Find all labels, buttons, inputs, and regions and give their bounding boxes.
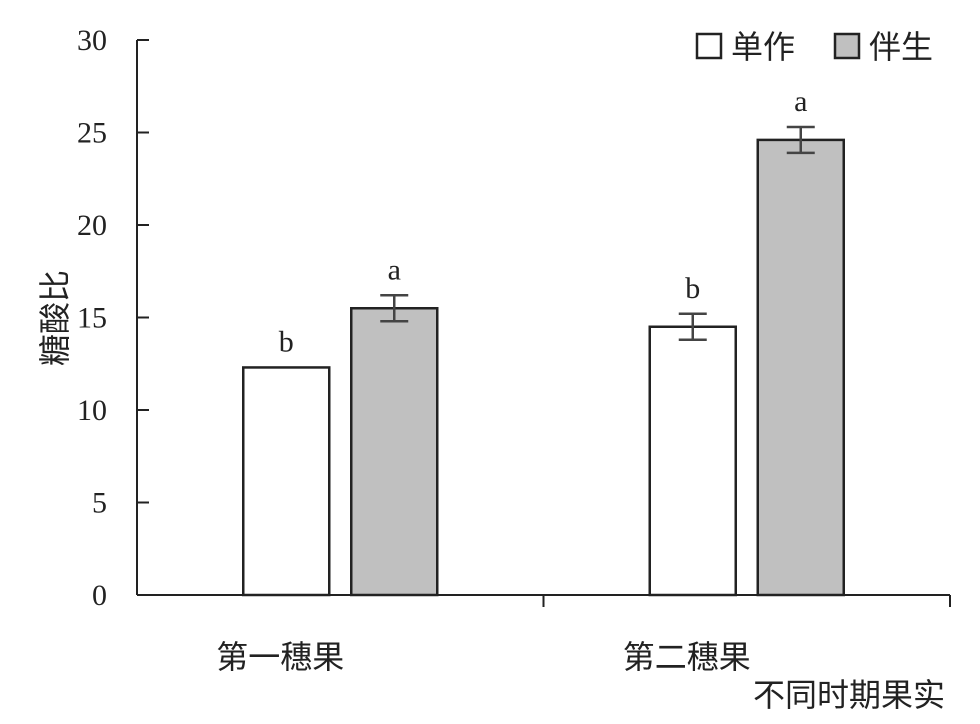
y-tick-label: 0 [92, 579, 107, 612]
y-axis-title: 糖酸比 [36, 270, 74, 366]
significance-label: b [685, 272, 700, 305]
legend-swatch [695, 32, 723, 60]
bar [756, 138, 845, 597]
legend-label: 伴生 [869, 28, 933, 66]
y-tick-label: 10 [77, 394, 107, 427]
y-tick-label: 25 [77, 117, 107, 150]
category-label: 第二穗果 [623, 638, 751, 676]
category-label: 第一穗果 [216, 638, 344, 676]
legend-swatch [833, 32, 861, 60]
bar [242, 366, 331, 597]
y-tick-label: 20 [77, 209, 107, 242]
y-tick-label: 5 [92, 487, 107, 520]
x-axis-title: 不同时期果实 [753, 676, 945, 714]
significance-label: a [388, 253, 401, 286]
bar [648, 325, 737, 597]
y-tick-label: 15 [77, 302, 107, 335]
significance-label: a [794, 85, 807, 118]
significance-label: b [279, 325, 294, 358]
y-tick-label: 30 [77, 24, 107, 57]
bar [350, 307, 439, 597]
legend-label: 单作 [731, 28, 795, 66]
